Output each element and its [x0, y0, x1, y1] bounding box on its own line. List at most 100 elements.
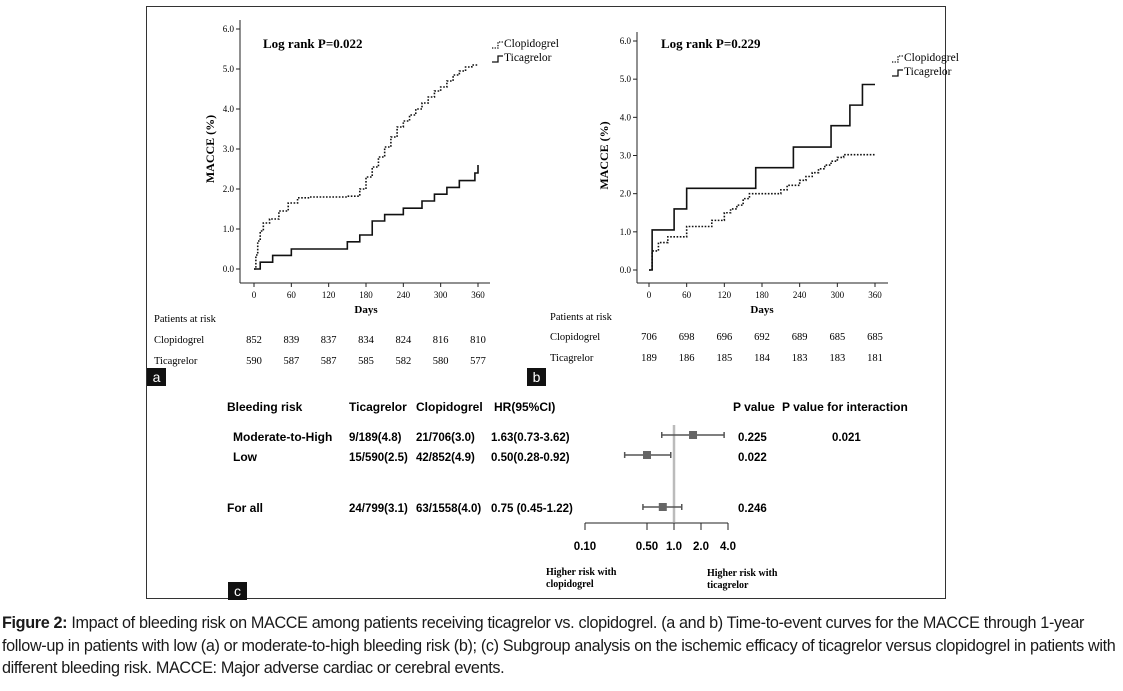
risk-count: 810: [470, 335, 486, 346]
y-tick-label: 3.0: [223, 144, 235, 154]
risk-count: 839: [283, 335, 299, 346]
risk-count: 183: [829, 353, 845, 364]
risk-count: 186: [679, 353, 695, 364]
y-tick-label: 5.0: [620, 74, 632, 84]
risk-count: 685: [867, 332, 883, 343]
right-note-line1: Higher risk with: [707, 568, 778, 579]
x-tick-label: 0: [647, 290, 652, 300]
x-tick-label: 120: [322, 290, 336, 300]
risk-count: 852: [246, 335, 262, 346]
legend-swatch: [492, 55, 503, 63]
x-tick-label: 180: [755, 290, 769, 300]
series-line-ticagrelor: [649, 83, 875, 271]
hr-point: [643, 451, 651, 459]
forest-tick-label: 0.10: [574, 541, 596, 553]
risk-row-label: Clopidogrel: [154, 335, 204, 346]
legend-label: Clopidogrel: [504, 38, 559, 50]
p-value-header: P value: [733, 400, 775, 414]
risk-count: 834: [358, 335, 375, 346]
risk-count: 706: [641, 332, 657, 343]
hr-header: HR(95%CI): [494, 400, 555, 414]
subgroup-label: Moderate-to-High: [233, 430, 332, 444]
x-axis-label: Days: [750, 304, 774, 316]
risk-count: 698: [679, 332, 695, 343]
y-tick-label: 6.0: [223, 24, 235, 34]
risk-count: 816: [433, 335, 449, 346]
y-tick-label: 4.0: [620, 112, 632, 122]
panel-badge-c: c: [228, 582, 247, 600]
ticagrelor-events: 24/799(3.1): [349, 503, 408, 515]
x-tick-label: 0: [252, 290, 257, 300]
subgroup-label: Low: [233, 450, 258, 464]
risk-count: 692: [754, 332, 770, 343]
hazard-ratio: 0.75 (0.45-1.22): [491, 503, 573, 515]
x-tick-label: 180: [359, 290, 373, 300]
risk-count: 696: [716, 332, 732, 343]
risk-count: 587: [321, 356, 337, 367]
p-value: 0.225: [738, 432, 767, 444]
figure-caption: Figure 2: Impact of bleeding risk on MAC…: [2, 612, 1121, 680]
series-line-clopidogrel: [254, 64, 478, 270]
risk-count: 824: [395, 335, 412, 346]
clopidogrel-events: 21/706(3.0): [416, 432, 475, 444]
x-tick-label: 360: [868, 290, 882, 300]
y-tick-label: 5.0: [223, 64, 235, 74]
clopidogrel-events: 42/852(4.9): [416, 452, 475, 464]
y-axis-label: MACCE (%): [203, 115, 217, 183]
risk-table-title: Patients at risk: [154, 314, 217, 325]
forest-tick-label: 4.0: [720, 541, 736, 553]
p-interaction-header: P value for interaction: [782, 400, 908, 414]
x-tick-label: 300: [434, 290, 448, 300]
ticagrelor-events: 15/590(2.5): [349, 452, 408, 464]
y-tick-label: 4.0: [223, 104, 235, 114]
x-tick-label: 240: [793, 290, 807, 300]
y-tick-label: 0.0: [620, 265, 632, 275]
risk-count: 587: [283, 356, 299, 367]
legend-label: Ticagrelor: [904, 66, 952, 78]
panel-badge-a: a: [147, 368, 166, 386]
x-tick-label: 120: [718, 290, 732, 300]
y-tick-label: 2.0: [223, 184, 235, 194]
y-tick-label: 1.0: [620, 227, 632, 237]
y-tick-label: 1.0: [223, 224, 235, 234]
subgroup-label: For all: [227, 501, 263, 515]
risk-count: 590: [246, 356, 262, 367]
hr-point: [658, 503, 667, 511]
legend-swatch: [892, 55, 903, 63]
panel-badge-b: b: [527, 368, 546, 386]
risk-count: 837: [321, 335, 337, 346]
clopidogrel-header: Clopidogrel: [416, 400, 483, 414]
forest-tick-label: 0.50: [636, 541, 658, 553]
risk-count: 689: [792, 332, 808, 343]
plot-a-title: Log rank P=0.022: [263, 36, 363, 51]
y-axis-label: MACCE (%): [597, 121, 611, 189]
risk-row-label: Clopidogrel: [550, 332, 600, 343]
x-tick-label: 300: [831, 290, 845, 300]
forest-tick-label: 1.0: [666, 541, 682, 553]
y-tick-label: 0.0: [223, 264, 235, 274]
x-tick-label: 60: [287, 290, 297, 300]
clopidogrel-events: 63/1558(4.0): [416, 503, 481, 515]
risk-count: 685: [829, 332, 845, 343]
caption-label: Figure 2:: [2, 614, 68, 632]
caption-text: Impact of bleeding risk on MACCE among p…: [2, 614, 1116, 677]
p-value: 0.022: [738, 452, 767, 464]
p-value: 0.246: [738, 503, 767, 515]
left-note-line1: Higher risk with: [546, 567, 617, 578]
series-line-clopidogrel: [649, 153, 875, 271]
x-tick-label: 360: [471, 290, 485, 300]
ticagrelor-header: Ticagrelor: [349, 400, 407, 414]
legend-swatch: [492, 41, 503, 49]
x-tick-label: 240: [397, 290, 411, 300]
y-tick-label: 3.0: [620, 151, 632, 161]
hazard-ratio: 1.63(0.73-3.62): [491, 432, 570, 444]
risk-count: 185: [716, 353, 732, 364]
hr-point: [689, 431, 698, 439]
risk-count: 580: [433, 356, 449, 367]
left-note-line2: clopidogrel: [546, 579, 594, 590]
risk-count: 183: [792, 353, 808, 364]
hazard-ratio: 0.50(0.28-0.92): [491, 452, 570, 464]
